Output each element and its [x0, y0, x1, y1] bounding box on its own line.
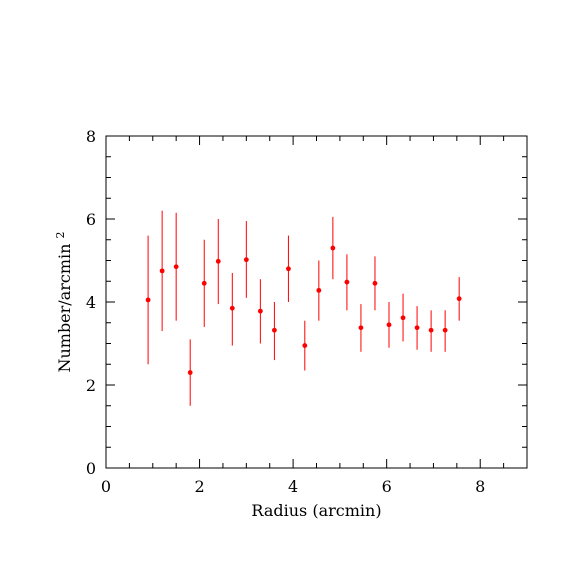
y-tick-label: 2 [86, 376, 96, 395]
data-point [286, 266, 291, 272]
axis-ticks-layer [105, 135, 528, 469]
y-tick-label: 8 [86, 127, 96, 146]
data-point [187, 370, 193, 375]
data-point [358, 325, 364, 331]
data-point [386, 322, 392, 328]
data-point [173, 264, 179, 270]
data-point [257, 308, 263, 314]
data-point [414, 325, 420, 331]
y-tick-label: 0 [86, 459, 96, 478]
errorbars-layer [147, 210, 460, 406]
tick-labels-layer: 0 2 4 6 8 0 2 4 6 8 [86, 127, 486, 496]
data-point [442, 327, 448, 333]
y-tick-label: 4 [86, 293, 96, 312]
x-tick-label: 4 [288, 477, 298, 496]
data-point [229, 305, 235, 311]
plot-frame [105, 135, 528, 469]
x-tick-label: 0 [101, 477, 111, 496]
data-point [456, 296, 462, 302]
data-points-layer [145, 245, 462, 375]
data-point [243, 257, 249, 263]
data-point [428, 327, 434, 333]
data-point [272, 327, 277, 333]
data-point [316, 287, 322, 293]
data-point [302, 343, 308, 348]
data-point [372, 280, 378, 286]
y-axis-label: Number/arcmin 2 [54, 231, 75, 372]
x-tick-label: 2 [194, 477, 204, 496]
data-point [159, 268, 165, 274]
data-point [201, 280, 207, 286]
data-point [330, 245, 336, 251]
x-axis-label: Radius (arcmin) [251, 501, 381, 520]
y-axis-label-superscript: 2 [54, 231, 67, 238]
data-point [215, 258, 221, 264]
y-tick-label: 6 [86, 210, 96, 229]
data-point [344, 279, 350, 285]
data-point [400, 315, 406, 321]
plot-frame-layer [105, 135, 528, 469]
y-axis-label-text: Number/arcmin [55, 244, 74, 373]
data-point [145, 297, 151, 303]
x-tick-label: 6 [382, 477, 392, 496]
x-tick-label: 8 [475, 477, 485, 496]
